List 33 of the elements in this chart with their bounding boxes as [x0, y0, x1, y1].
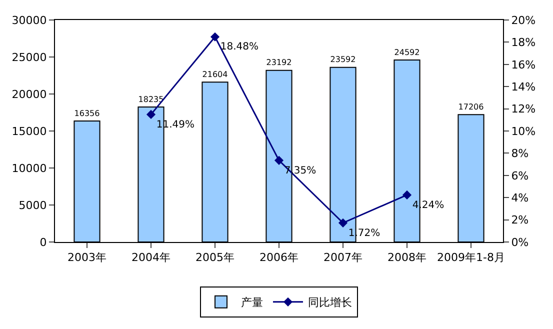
- y-tick-label: 5000: [18, 198, 47, 212]
- x-tick-label: 2006年: [260, 251, 298, 264]
- y-tick-label: 25000: [12, 50, 47, 64]
- x-tick-label: 2007年: [324, 251, 362, 264]
- y2-tick-label: 18%: [511, 36, 536, 50]
- y2-tick-label: 10%: [511, 124, 536, 138]
- x-tick-label: 2004年: [132, 251, 170, 264]
- x-tick-label: 2008年: [388, 251, 426, 264]
- y2-tick-label: 6%: [511, 169, 529, 182]
- x-tick-label: 2003年: [68, 251, 106, 264]
- point: [274, 156, 284, 165]
- y2-tick-label: 8%: [511, 147, 529, 160]
- y-tick-label: 20000: [12, 88, 47, 101]
- y2-tick-label: 2%: [511, 214, 529, 227]
- point: [402, 190, 412, 200]
- y-tick-label: 10000: [12, 162, 47, 175]
- y2-tick-label: 0%: [511, 236, 529, 249]
- point: [338, 218, 348, 228]
- legend-label: 产量: [241, 296, 263, 310]
- y2-tick-label: 4%: [511, 191, 529, 204]
- y-tick-label: 30000: [12, 14, 47, 27]
- point: [146, 110, 156, 120]
- data-label: 18.48%: [220, 42, 259, 53]
- y-tick-label: 0: [40, 236, 47, 249]
- y2-tick-label: 16%: [511, 58, 536, 72]
- y2-tick-label: 12%: [511, 102, 536, 116]
- y2-tick-label: 14%: [511, 80, 536, 94]
- x-tick-label: 2009年1-8月: [437, 251, 505, 264]
- point: [210, 32, 220, 42]
- y2-tick-label: 20%: [511, 14, 536, 27]
- legend-label: 同比增长: [308, 296, 352, 310]
- y-tick-label: 15000: [12, 124, 47, 138]
- x-tick-label: 2005年: [196, 251, 234, 264]
